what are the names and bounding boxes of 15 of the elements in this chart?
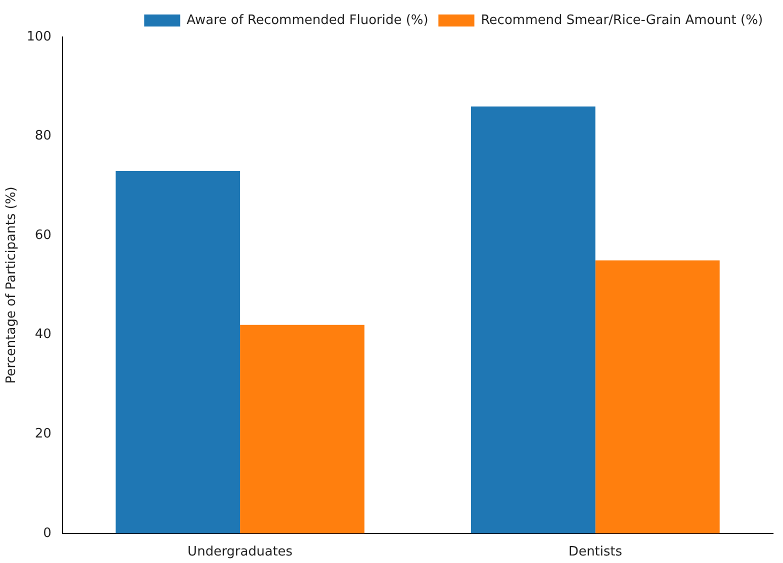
legend-label: Aware of Recommended Fluoride (%) xyxy=(186,12,428,28)
x-tick-label: Undergraduates xyxy=(188,544,293,560)
x-tick-label: Dentists xyxy=(568,544,622,560)
bar xyxy=(595,260,720,534)
y-tick-label: 40 xyxy=(34,327,52,342)
y-tick-label: 60 xyxy=(34,228,52,243)
legend-label: Recommend Smear/Rice-Grain Amount (%) xyxy=(480,12,763,28)
bar xyxy=(240,324,364,534)
y-tick-label: 20 xyxy=(34,426,52,442)
y-tick-label: 80 xyxy=(34,128,52,144)
bar xyxy=(116,171,240,534)
y-tick-label: 100 xyxy=(26,29,52,44)
y-axis-title: Percentage of Participants (%) xyxy=(4,186,20,384)
bar xyxy=(471,106,596,534)
y-tick-label: 0 xyxy=(43,526,52,541)
